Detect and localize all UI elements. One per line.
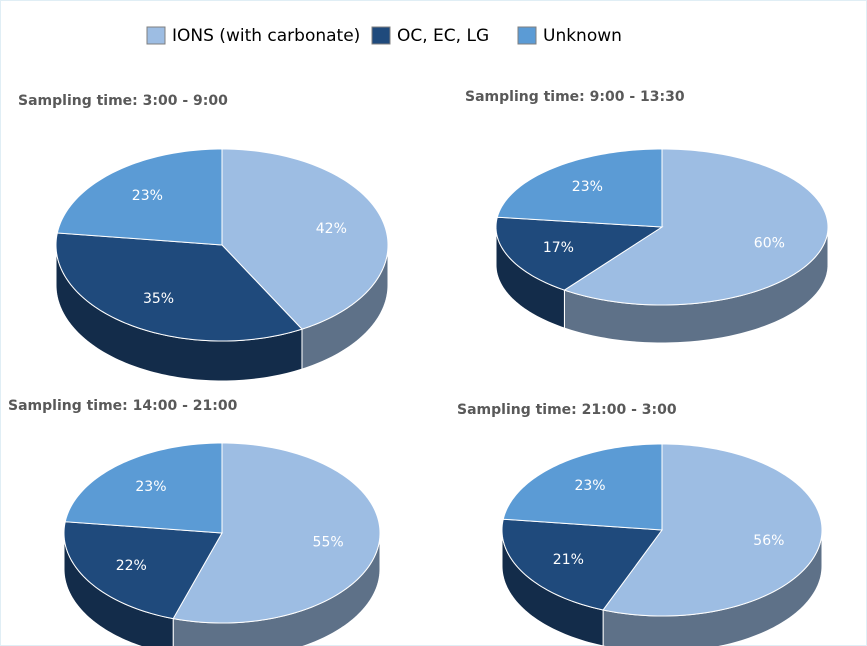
data-label: 23% <box>572 179 603 195</box>
slice <box>64 442 223 534</box>
data-label: 23% <box>132 188 163 204</box>
slice <box>63 521 223 620</box>
slice <box>563 148 829 306</box>
slice <box>496 148 663 228</box>
data-label: 55% <box>313 535 344 551</box>
legend-swatch <box>146 26 166 45</box>
data-label: 60% <box>754 235 785 251</box>
data-label: 22% <box>116 558 147 574</box>
slice <box>56 148 223 246</box>
chart-title: Sampling time: 21:00 - 3:00 <box>457 402 677 418</box>
legend-swatch <box>371 26 391 45</box>
legend-label: IONS (with carbonate) <box>172 26 360 46</box>
slice <box>172 442 381 624</box>
data-label: 42% <box>316 221 347 237</box>
data-label: 35% <box>143 291 174 307</box>
slice <box>602 443 823 617</box>
data-label: 23% <box>135 479 166 495</box>
legend-swatch <box>517 26 537 45</box>
slice <box>55 232 303 342</box>
legend-label: Unknown <box>543 26 622 46</box>
slice <box>502 443 663 531</box>
slice <box>221 148 389 330</box>
data-label: 21% <box>553 552 584 568</box>
chart-title: Sampling time: 9:00 - 13:30 <box>465 89 685 105</box>
data-label: 23% <box>574 478 605 494</box>
data-label: 56% <box>753 533 784 549</box>
data-label: 17% <box>543 240 574 256</box>
slice <box>501 518 663 611</box>
chart-title: Sampling time: 3:00 - 9:00 <box>18 93 228 109</box>
slice <box>495 216 664 291</box>
legend-label: OC, EC, LG <box>397 26 489 46</box>
chart-title: Sampling time: 14:00 - 21:00 <box>8 398 238 414</box>
